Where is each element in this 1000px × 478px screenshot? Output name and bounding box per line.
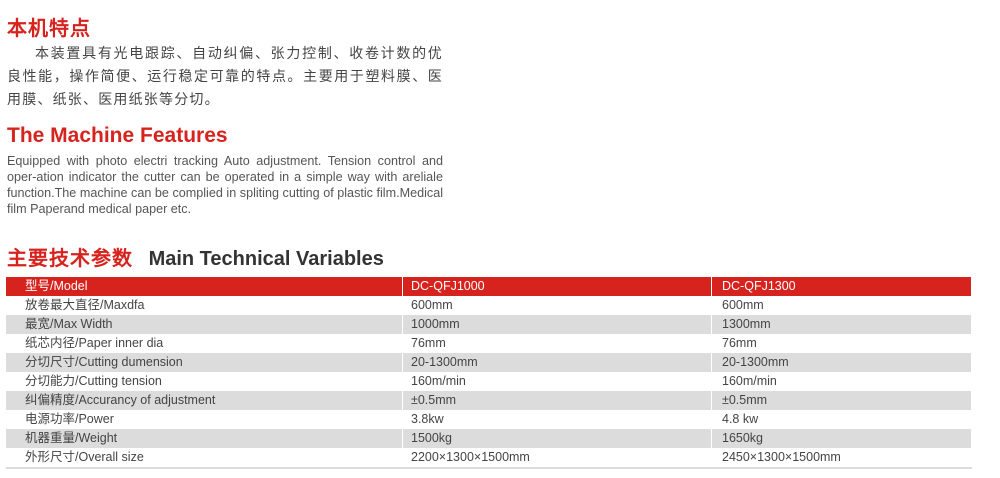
parameter-name-cell: 放卷最大直径/Maxdfa — [6, 296, 403, 315]
table-row: 机器重量/Weight 1500kg 1650kg — [6, 429, 972, 448]
table-row: 分切尺寸/Cutting dumension 20-1300mm 20-1300mm — [6, 353, 972, 372]
parameter-name-cell: 分切尺寸/Cutting dumension — [6, 353, 403, 372]
parameter-value-cell: 4.8 kw — [711, 410, 972, 429]
table-row: 外形尺寸/Overall size 2200×1300×1500mm 2450×13… — [6, 448, 972, 469]
parameter-value-cell: ±0.5mm — [402, 391, 712, 410]
parameter-value-cell: 600mm — [402, 296, 712, 315]
parameter-value-cell: ±0.5mm — [711, 391, 972, 410]
specs-title-cn: 主要技术参数 — [7, 248, 133, 270]
parameter-value-cell: 160m/min — [711, 372, 972, 391]
table-row: 电源功率/Power 3.8kw 4.8 kw — [6, 410, 972, 429]
features-paragraph-en: Equipped with photo electri tracking Aut… — [7, 154, 443, 216]
specs-title-en: Main Technical Variables — [148, 248, 384, 270]
parameter-value-cell: 20-1300mm — [402, 353, 712, 372]
header-cell: DC-QFJ1300 — [711, 277, 972, 296]
features-paragraph-cn: 本装置具有光电跟踪、自动纠偏、张力控制、收卷计数的优良性能，操作简便、运行稳定可… — [7, 45, 443, 107]
parameter-name-cell: 最宽/Max Width — [6, 315, 403, 334]
parameter-value-cell: 1500kg — [402, 429, 712, 448]
table-row: 纠偏精度/Accurancy of adjustment ±0.5mm ±0.5mm — [6, 391, 972, 410]
specs-title: 主要技术参数 Main Technical Variables — [7, 242, 384, 271]
parameter-value-cell: 160m/min — [402, 372, 712, 391]
table-row: 放卷最大直径/Maxdfa 600mm 600mm — [6, 296, 972, 315]
parameter-value-cell: 1650kg — [711, 429, 972, 448]
parameter-value-cell: 76mm — [711, 334, 972, 353]
parameter-value-cell: 1000mm — [402, 315, 712, 334]
header-cell: DC-QFJ1000 — [402, 277, 712, 296]
parameter-name-cell: 机器重量/Weight — [6, 429, 403, 448]
table-header-row: 型号/Model DC-QFJ1000 DC-QFJ1300 — [6, 277, 972, 296]
parameter-value-cell: 2200×1300×1500mm — [402, 448, 712, 469]
table-row: 最宽/Max Width 1000mm 1300mm — [6, 315, 972, 334]
header-cell: 型号/Model — [6, 277, 403, 296]
features-title-en: The Machine Features — [7, 124, 228, 147]
parameter-value-cell: 3.8kw — [402, 410, 712, 429]
parameter-value-cell: 20-1300mm — [711, 353, 972, 372]
parameter-name-cell: 纸芯内径/Paper inner dia — [6, 334, 403, 353]
parameter-name-cell: 电源功率/Power — [6, 410, 403, 429]
table-row: 纸芯内径/Paper inner dia 76mm 76mm — [6, 334, 972, 353]
table-row: 分切能力/Cutting tension 160m/min 160m/min — [6, 372, 972, 391]
parameter-name-cell: 纠偏精度/Accurancy of adjustment — [6, 391, 403, 410]
parameter-name-cell: 外形尺寸/Overall size — [6, 448, 403, 469]
parameter-value-cell: 600mm — [711, 296, 972, 315]
parameter-value-cell: 1300mm — [711, 315, 972, 334]
parameter-name-cell: 分切能力/Cutting tension — [6, 372, 403, 391]
parameter-value-cell: 2450×1300×1500mm — [711, 448, 972, 469]
specs-table: 型号/Model DC-QFJ1000 DC-QFJ1300 放卷最大直径/Ma… — [6, 277, 972, 469]
features-title-cn: 本机特点 — [7, 18, 91, 40]
parameter-value-cell: 76mm — [402, 334, 712, 353]
